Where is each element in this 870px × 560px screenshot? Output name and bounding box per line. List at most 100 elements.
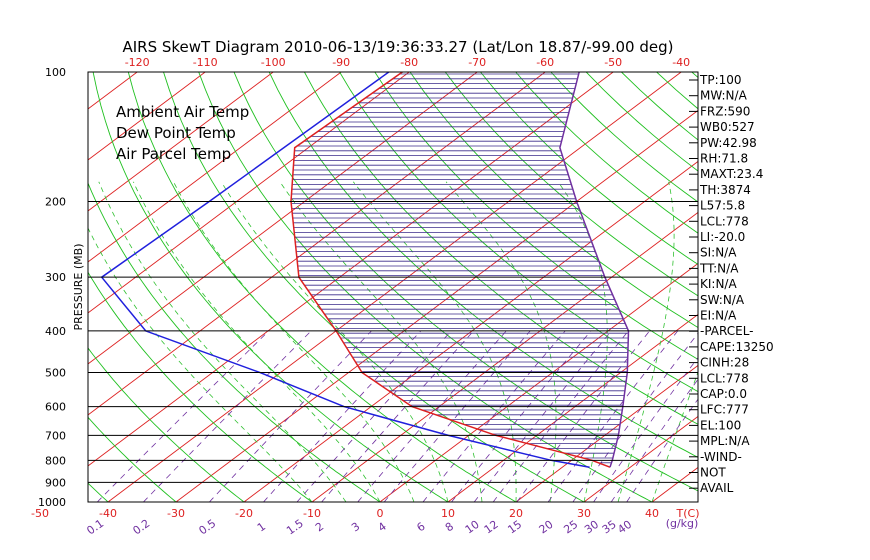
mixing-ratio-tick-label: 6 — [414, 520, 427, 535]
dry-adiabat — [304, 72, 698, 425]
isotherm — [88, 72, 478, 365]
moist-adiabat — [557, 181, 608, 502]
stat-item: WB0:527 — [700, 120, 755, 134]
dry-adiabat — [88, 271, 313, 502]
dry-adiabat — [339, 72, 698, 393]
dry-adiabat — [762, 72, 870, 502]
bottom-temp-tick-label: -40 — [99, 507, 117, 520]
stat-item: CINH:28 — [700, 356, 749, 370]
dry-adiabat — [92, 72, 449, 502]
isotherm — [88, 72, 410, 314]
pressure-tick-label: 100 — [45, 66, 66, 79]
mixing-ratio-tick-label: 25 — [561, 518, 580, 537]
top-temp-tick-label: -120 — [125, 56, 150, 69]
top-temp-tick-label: -40 — [672, 56, 690, 69]
stat-item: LCL:778 — [700, 371, 749, 385]
pressure-tick-label: 800 — [45, 454, 66, 467]
top-temp-tick-label: -50 — [604, 56, 622, 69]
mixing-ratio-tick-label: 1 — [255, 520, 268, 535]
mixing-ratio-tick-label: 15 — [505, 518, 524, 537]
stat-item: TH:3874 — [699, 183, 751, 197]
plot-frame — [87, 71, 699, 503]
mixing-ratio-tick-label: 40 — [615, 518, 634, 537]
dry-adiabat — [409, 72, 698, 328]
isotherm — [88, 72, 342, 263]
top-temp-tick-label: -70 — [468, 56, 486, 69]
dry-adiabat — [88, 416, 177, 502]
moist-adiabat — [651, 370, 698, 502]
x-axis-unit-label: T(C) — [676, 507, 700, 520]
mixing-ratio-line — [143, 330, 312, 502]
moist-adiabat — [98, 181, 347, 502]
mixing-ratio-unit-label: (g/kg) — [666, 517, 699, 530]
isotherm — [88, 72, 274, 212]
moist-adiabat — [221, 181, 449, 502]
stat-item: EI:N/A — [700, 309, 737, 323]
pressure-tick-label: 300 — [45, 271, 66, 284]
bottom-temp-tick-label: 30 — [577, 507, 591, 520]
pressure-tick-label: 1000 — [38, 496, 66, 509]
top-temp-tick-label: -60 — [536, 56, 554, 69]
pressure-tick-label: 200 — [45, 195, 66, 208]
mixing-ratio-tick-label: 20 — [537, 518, 556, 537]
isotherm — [88, 72, 546, 416]
top-temp-tick-label: -80 — [400, 56, 418, 69]
mixing-ratio-line — [547, 330, 679, 502]
chart-title: AIRS SkewT Diagram 2010-06-13/19:36:33.2… — [122, 38, 673, 56]
stat-item: TT:N/A — [699, 261, 739, 275]
stat-item: SW:N/A — [700, 293, 745, 307]
bottom-temp-tick-label: -30 — [167, 507, 185, 520]
mixing-ratio-line — [572, 332, 698, 502]
isotherm — [379, 262, 698, 502]
dry-adiabat — [656, 72, 698, 110]
mixing-ratio-tick-label: 3 — [349, 520, 362, 535]
mixing-ratio-tick-label: 12 — [482, 518, 501, 537]
bottom-temp-tick-label: 40 — [645, 507, 659, 520]
stat-item: MPL:N/A — [700, 434, 750, 448]
isotherm — [583, 415, 698, 502]
mixing-ratio-tick-label: 4 — [376, 520, 389, 535]
stat-item: CAPE:13250 — [700, 340, 774, 354]
legend: Ambient Air Temp Dew Point Temp Air Parc… — [116, 103, 249, 163]
dry-adiabat — [88, 182, 381, 502]
dry-adiabat — [515, 72, 698, 234]
isotherm — [107, 72, 682, 502]
mixing-ratio-tick-label: 10 — [463, 518, 482, 537]
pressure-tick-label: 500 — [45, 367, 66, 380]
isotherm — [175, 109, 698, 502]
cape-hatch — [291, 73, 629, 464]
isotherm — [243, 160, 698, 502]
mixing-ratio-line — [492, 330, 629, 502]
bottom-temp-tick-label: -20 — [235, 507, 253, 520]
stat-item: L57:5.8 — [700, 199, 745, 213]
mixing-ratio-tick-label: 30 — [582, 518, 601, 537]
moist-adiabat — [133, 181, 381, 502]
dry-adiabat — [88, 347, 245, 502]
bottom-temp-tick-label: -10 — [303, 507, 321, 520]
stat-item: PW:42.98 — [700, 136, 757, 150]
stat-item: AVAIL — [700, 481, 734, 495]
isotherm — [788, 72, 870, 502]
legend-ambient: Ambient Air Temp — [116, 103, 249, 121]
stat-item: MW:N/A — [700, 89, 748, 103]
pressure-tick-label: 700 — [45, 429, 66, 442]
legend-parcel: Air Parcel Temp — [116, 145, 231, 163]
mixing-ratio-tick-label: 2 — [313, 520, 326, 535]
bottom-temp-tick-label: 20 — [509, 507, 523, 520]
pressure-tick-label: 900 — [45, 476, 66, 489]
stat-item: TP:100 — [699, 73, 742, 87]
pressure-tick-label: 600 — [45, 401, 66, 414]
stat-item: EL:100 — [700, 418, 741, 432]
stat-item: FRZ:590 — [700, 104, 750, 118]
isotherm — [447, 313, 698, 502]
dry-adiabat — [444, 72, 698, 297]
top-temp-tick-label: -100 — [261, 56, 286, 69]
mixing-ratio-tick-label: 0.5 — [196, 517, 218, 538]
isotherm — [88, 72, 614, 467]
isotherm — [88, 72, 206, 161]
mixing-ratio-line — [451, 330, 592, 502]
stat-item: RH:71.8 — [700, 152, 748, 166]
stat-item: KI:N/A — [700, 277, 737, 291]
isotherm — [0, 72, 1, 502]
